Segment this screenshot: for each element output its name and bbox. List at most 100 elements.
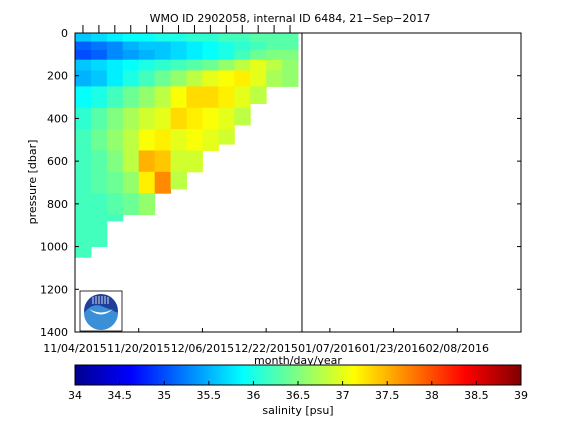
salinity-cell (218, 107, 235, 130)
salinity-cell (170, 33, 187, 43)
salinity-cell (170, 171, 187, 190)
y-tick-label: 400 (47, 112, 68, 125)
salinity-cell (170, 86, 187, 109)
colorbar-tick-label: 38.5 (464, 389, 489, 402)
salinity-cell (186, 129, 203, 151)
salinity-cell (106, 214, 124, 222)
salinity-cell (170, 150, 187, 173)
y-tick-label: 1000 (40, 241, 68, 254)
salinity-cell (138, 193, 156, 216)
salinity-cell (106, 50, 124, 61)
chart-title: WMO ID 2902058, internal ID 6484, 21−Sep… (150, 12, 431, 25)
salinity-cell (106, 107, 124, 130)
x-tick-label: 01/07/2016 (298, 342, 361, 355)
salinity-cell (202, 86, 219, 109)
salinity-cell (75, 59, 92, 71)
y-tick-label: 600 (47, 155, 68, 168)
salinity-cell (122, 107, 140, 130)
salinity-cell (170, 50, 187, 61)
salinity-cell (154, 150, 172, 173)
x-tick-label: 11/04/2015 (43, 342, 106, 355)
salinity-cell (138, 150, 156, 173)
salinity-cell (250, 41, 267, 51)
salinity-cell (138, 129, 156, 151)
y-tick-label: 1200 (40, 283, 68, 296)
salinity-cell (75, 171, 92, 194)
salinity-cell (202, 129, 219, 151)
salinity-cell (75, 150, 92, 173)
salinity-cell (138, 171, 156, 194)
salinity-cell (75, 70, 92, 87)
salinity-cell (266, 33, 283, 43)
salinity-cell (154, 129, 172, 151)
salinity-cell (170, 41, 187, 51)
salinity-cell (250, 59, 267, 71)
salinity-cell (186, 86, 203, 109)
salinity-cell (90, 235, 108, 248)
y-tick-label: 1400 (40, 326, 68, 339)
salinity-cell (250, 86, 267, 104)
salinity-cell (234, 107, 251, 126)
colorbar-tick-label: 34 (68, 389, 82, 402)
y-tick-label: 0 (61, 27, 68, 40)
salinity-cell (266, 41, 283, 51)
salinity-cell (138, 33, 156, 43)
salinity-cell (106, 171, 124, 194)
x-tick-label: 12/22/2015 (234, 342, 297, 355)
salinity-cell (154, 86, 172, 109)
salinity-cell (122, 193, 140, 216)
x-axis-label: month/day/year (254, 354, 342, 367)
y-tick-label: 200 (47, 70, 68, 83)
salinity-cell (202, 50, 219, 61)
salinity-cell (106, 129, 124, 151)
salinity-cell (202, 59, 219, 71)
x-tick-label: 01/23/2016 (362, 342, 425, 355)
salinity-cell (154, 33, 172, 43)
y-tick-label: 800 (47, 198, 68, 211)
salinity-cell (202, 70, 219, 87)
salinity-cell (234, 41, 251, 51)
salinity-cell (106, 86, 124, 109)
salinity-cell (122, 129, 140, 151)
salinity-cell (122, 171, 140, 194)
salinity-cell (154, 171, 172, 194)
salinity-cell (75, 129, 92, 151)
salinity-cell (234, 59, 251, 71)
salinity-cell (218, 86, 235, 109)
salinity-cell (138, 86, 156, 109)
salinity-cell (154, 41, 172, 51)
salinity-cell (186, 59, 203, 71)
salinity-cell (138, 70, 156, 87)
salinity-cell (138, 107, 156, 130)
salinity-cell (170, 70, 187, 87)
salinity-cell (75, 50, 92, 61)
salinity-cell (282, 70, 299, 87)
salinity-cell (186, 50, 203, 61)
x-tick-label: 12/06/2015 (171, 342, 234, 355)
colorbar-tick-label: 37.5 (375, 389, 400, 402)
salinity-cell (106, 41, 124, 51)
salinity-cell (218, 70, 235, 87)
colorbar-tick-label: 36.5 (286, 389, 311, 402)
x-tick-label: 11/20/2015 (107, 342, 170, 355)
salinity-cell (90, 70, 108, 87)
salinity-cell (75, 235, 92, 258)
salinity-cell (122, 59, 140, 71)
salinity-cell (106, 59, 124, 71)
salinity-cell (90, 193, 108, 216)
salinity-cell (250, 70, 267, 87)
colorbar-tick-label: 35 (157, 389, 171, 402)
salinity-cell (106, 193, 124, 216)
colorbar-tick-label: 37 (336, 389, 350, 402)
colorbar-tick-label: 36 (246, 389, 260, 402)
salinity-cell (186, 70, 203, 87)
salinity-cell (154, 50, 172, 61)
salinity-cell (90, 129, 108, 151)
salinity-cell (75, 193, 92, 216)
salinity-cell (75, 41, 92, 51)
salinity-cell (282, 59, 299, 71)
salinity-cell (202, 41, 219, 51)
salinity-cell (218, 129, 235, 145)
salinity-cell (122, 41, 140, 51)
